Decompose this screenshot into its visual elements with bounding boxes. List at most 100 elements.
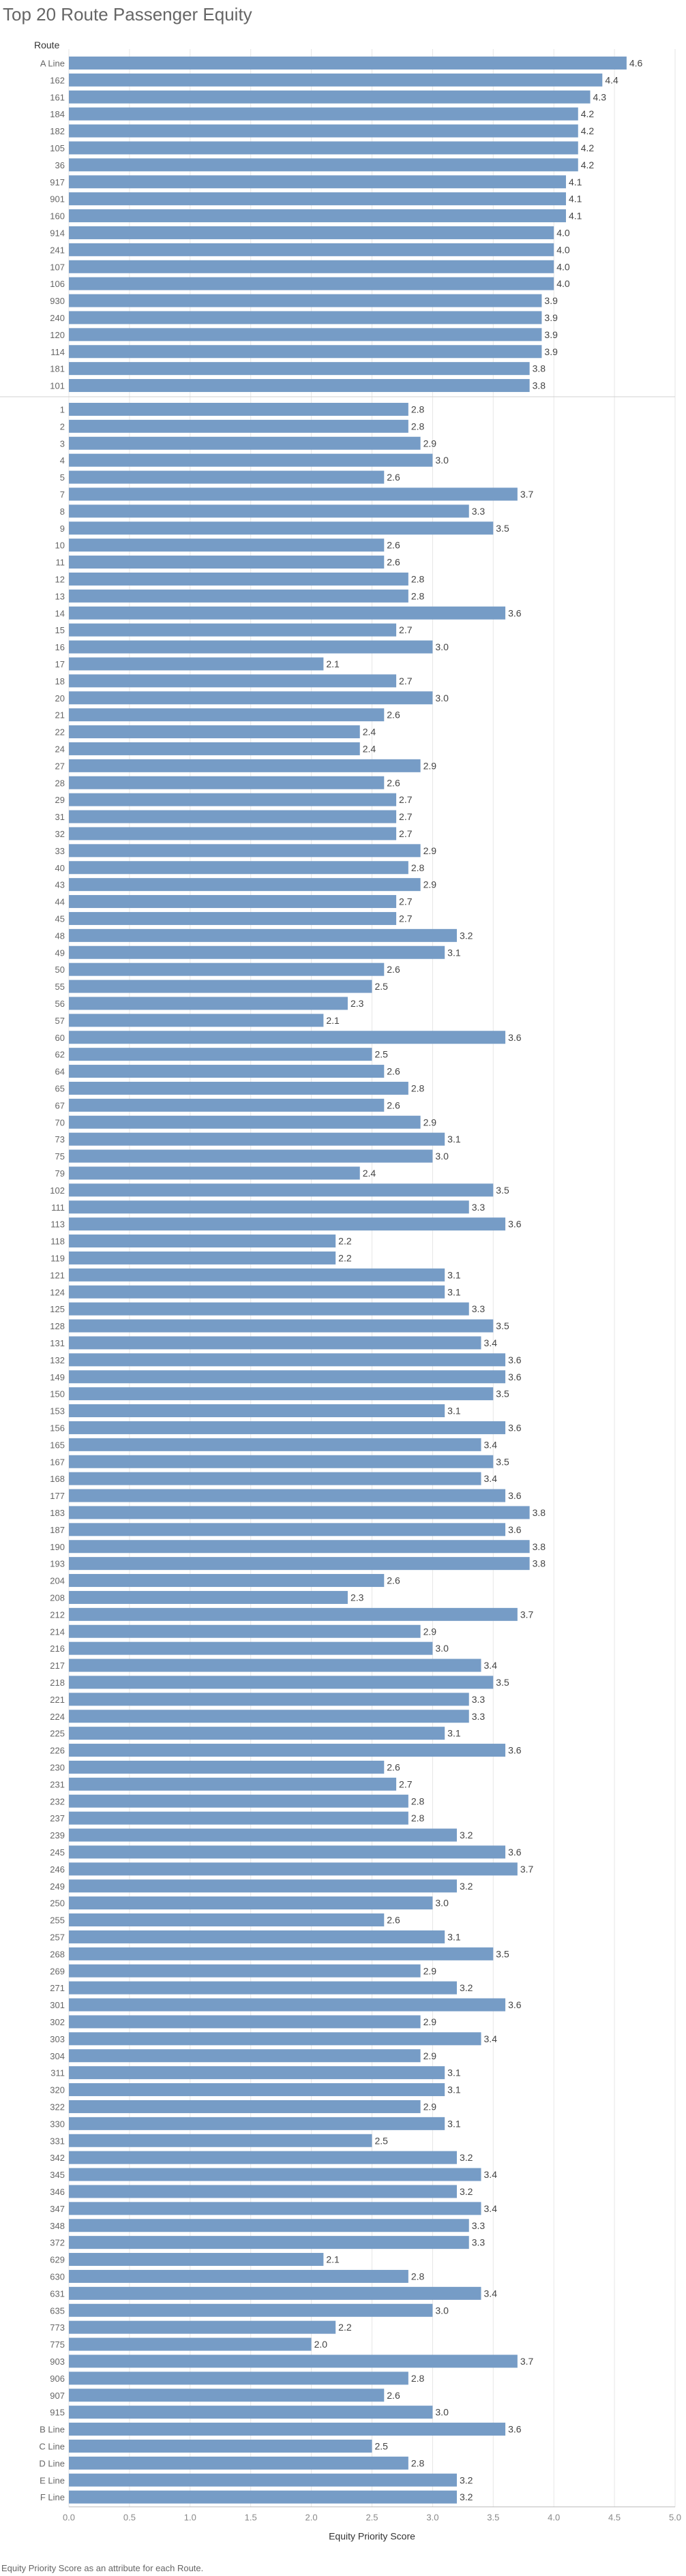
x-tick-label: 5.0 <box>669 2513 681 2523</box>
data-label: 3.5 <box>496 523 509 534</box>
data-label: 3.5 <box>496 1948 509 1959</box>
data-label: 3.7 <box>520 1609 534 1620</box>
category-label: 204 <box>50 1576 65 1586</box>
data-label: 2.9 <box>423 2016 437 2027</box>
category-label: 10 <box>55 541 65 551</box>
category-label: 773 <box>50 2322 65 2333</box>
category-label: 3 <box>60 438 65 449</box>
bar <box>69 2202 481 2215</box>
bar <box>69 260 554 273</box>
category-label: 4 <box>60 455 65 466</box>
data-label: 2.3 <box>351 1592 364 1603</box>
bar <box>69 708 385 722</box>
category-label: 181 <box>50 364 65 374</box>
bar <box>69 1285 445 1299</box>
bar <box>69 379 530 393</box>
category-label: 232 <box>50 1796 65 1806</box>
category-label: 303 <box>50 2034 65 2044</box>
x-tick-label: 0.0 <box>63 2513 75 2523</box>
x-tick-label: 3.0 <box>426 2513 438 2523</box>
category-label: 221 <box>50 1695 65 1705</box>
category-label: 183 <box>50 1508 65 1518</box>
bar <box>69 1506 530 1519</box>
bar <box>69 2456 408 2470</box>
bar <box>69 1913 385 1927</box>
x-tick-label: 4.5 <box>608 2513 621 2523</box>
x-tick-label: 2.0 <box>305 2513 318 2523</box>
data-label: 3.6 <box>508 1999 522 2010</box>
bar <box>69 1421 506 1434</box>
data-label: 3.0 <box>435 2407 449 2418</box>
category-label: 48 <box>55 930 65 941</box>
data-label: 2.6 <box>387 964 400 975</box>
data-label: 2.9 <box>423 1117 437 1127</box>
category-label: 12 <box>55 574 65 584</box>
category-label: 629 <box>50 2255 65 2265</box>
bar <box>69 1590 348 1604</box>
x-tick-labels: 0.0 0.5 1.0 1.5 2.0 2.5 3.0 3.5 4.0 4.5 5.0 <box>63 2513 681 2523</box>
bar <box>69 158 578 172</box>
category-label: 36 <box>55 160 65 170</box>
category-label: 330 <box>50 2119 65 2129</box>
category-label: 153 <box>50 1406 65 1416</box>
category-label: 187 <box>50 1525 65 1535</box>
bar <box>69 1828 457 1842</box>
data-label: 2.0 <box>314 2339 328 2350</box>
data-label: 2.7 <box>399 794 413 805</box>
data-label: 3.6 <box>508 1745 522 1756</box>
bar <box>69 674 397 688</box>
data-label: 3.3 <box>472 1202 486 1213</box>
bar <box>69 1964 421 1978</box>
category-label: 162 <box>50 75 65 85</box>
data-label: 3.7 <box>520 2356 534 2367</box>
category-label: 7 <box>60 489 65 500</box>
data-label: 3.4 <box>484 2203 498 2214</box>
data-label: 3.6 <box>508 1422 522 1433</box>
bar <box>69 878 421 892</box>
data-label: 3.2 <box>460 1881 473 1892</box>
category-label: 190 <box>50 1542 65 1552</box>
category-label: 15 <box>55 625 65 635</box>
bar <box>69 539 385 552</box>
footnote: Equity Priority Score as an attribute fo… <box>1 2563 204 2573</box>
bar <box>69 1862 518 1876</box>
bar <box>69 192 566 206</box>
category-label: 5 <box>60 472 65 483</box>
bar <box>69 2389 385 2402</box>
bar <box>69 928 457 942</box>
bar <box>69 589 408 603</box>
bar <box>69 980 372 993</box>
data-label: 3.9 <box>544 312 558 323</box>
bar <box>69 1132 445 1146</box>
data-label: 3.6 <box>508 1372 522 1382</box>
data-label: 2.6 <box>387 540 400 551</box>
category-label: 216 <box>50 1643 65 1654</box>
bar <box>69 556 385 569</box>
bar <box>69 2337 312 2351</box>
bar <box>69 1200 469 1214</box>
data-label: 3.2 <box>460 1982 473 1993</box>
bar <box>69 1523 506 1536</box>
data-label: 3.3 <box>472 2220 486 2231</box>
bar <box>69 56 627 70</box>
x-tick-label: 0.5 <box>123 2513 136 2523</box>
bar <box>69 1370 506 1384</box>
data-label: 2.6 <box>387 2390 400 2401</box>
category-label: 906 <box>50 2374 65 2384</box>
category-label: 125 <box>50 1304 65 1314</box>
data-label: 2.4 <box>363 743 376 754</box>
bar <box>69 810 397 823</box>
category-label: 161 <box>50 92 65 102</box>
category-label: 128 <box>50 1321 65 1331</box>
data-label: 3.3 <box>472 1694 486 1705</box>
bar <box>69 470 385 484</box>
bar <box>69 2303 433 2317</box>
data-label: 2.7 <box>399 828 413 839</box>
category-label: 75 <box>55 1151 65 1162</box>
category-label: 320 <box>50 2085 65 2095</box>
category-label: 29 <box>55 795 65 805</box>
data-label: 2.8 <box>411 1795 425 1806</box>
bar <box>69 2219 469 2232</box>
category-label: 182 <box>50 126 65 136</box>
